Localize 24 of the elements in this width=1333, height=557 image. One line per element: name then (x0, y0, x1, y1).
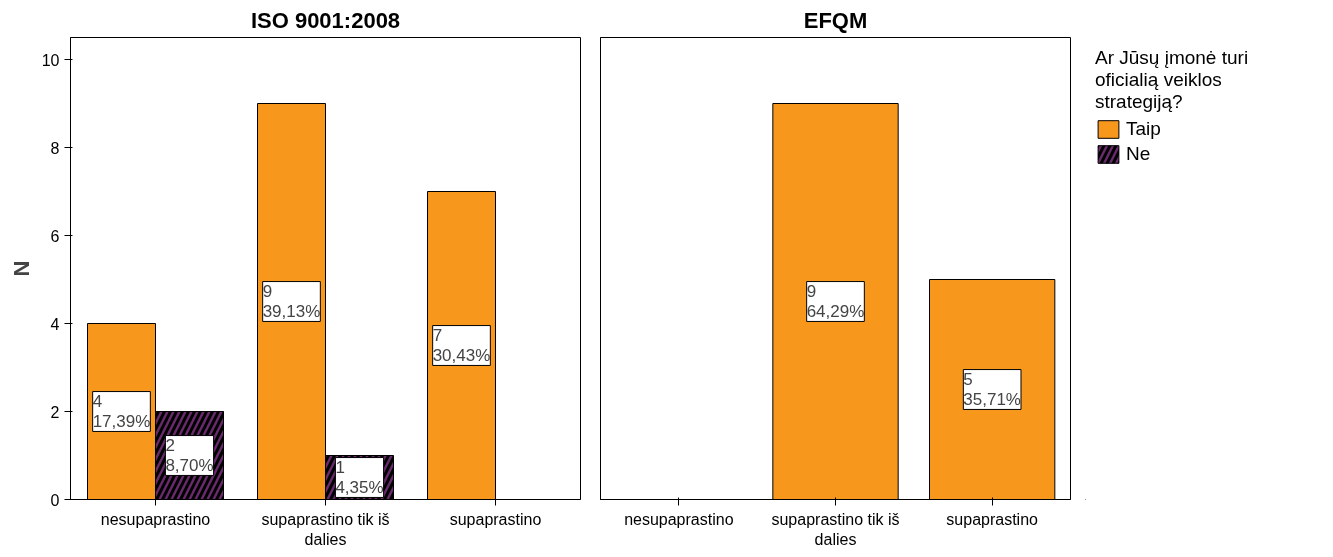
x-tick-label: nesupaprastino (624, 510, 734, 528)
x-tick-label: supaprastino tik iš dalies (771, 510, 900, 548)
y-axis-title: N (8, 260, 34, 277)
chart-title: ISO 9001:2008 (250, 7, 401, 33)
y-tick-label: 0 (50, 491, 60, 509)
data-label: 7 30,43% (432, 325, 491, 366)
x-tick-label: supaprastino (946, 510, 1039, 528)
x-tick-label: nesupaprastino (100, 510, 211, 528)
legend-label: Ne (1126, 143, 1151, 165)
y-tick-label: 6 (50, 227, 60, 245)
data-label: 2 8,70% (165, 435, 214, 476)
legend-label: Taip (1126, 118, 1161, 140)
x-tick-label: supaprastino (449, 510, 542, 528)
x-tick-label: supaprastino tik iš dalies (261, 510, 390, 548)
data-label: 1 4,35% (335, 457, 384, 498)
legend-title: Ar Jūsų įmonė turi oficialią veiklos strategiją? (1095, 47, 1249, 113)
data-label: 4 17,39% (92, 391, 151, 432)
y-tick-label: 2 (50, 403, 60, 421)
data-label: 9 64,29% (806, 281, 865, 322)
y-tick-label: 10 (41, 51, 60, 69)
chart-title: EFQM (803, 7, 868, 33)
y-tick-label: 4 (50, 315, 60, 333)
y-tick-label: 8 (50, 139, 60, 157)
data-label: 9 39,13% (262, 281, 321, 322)
